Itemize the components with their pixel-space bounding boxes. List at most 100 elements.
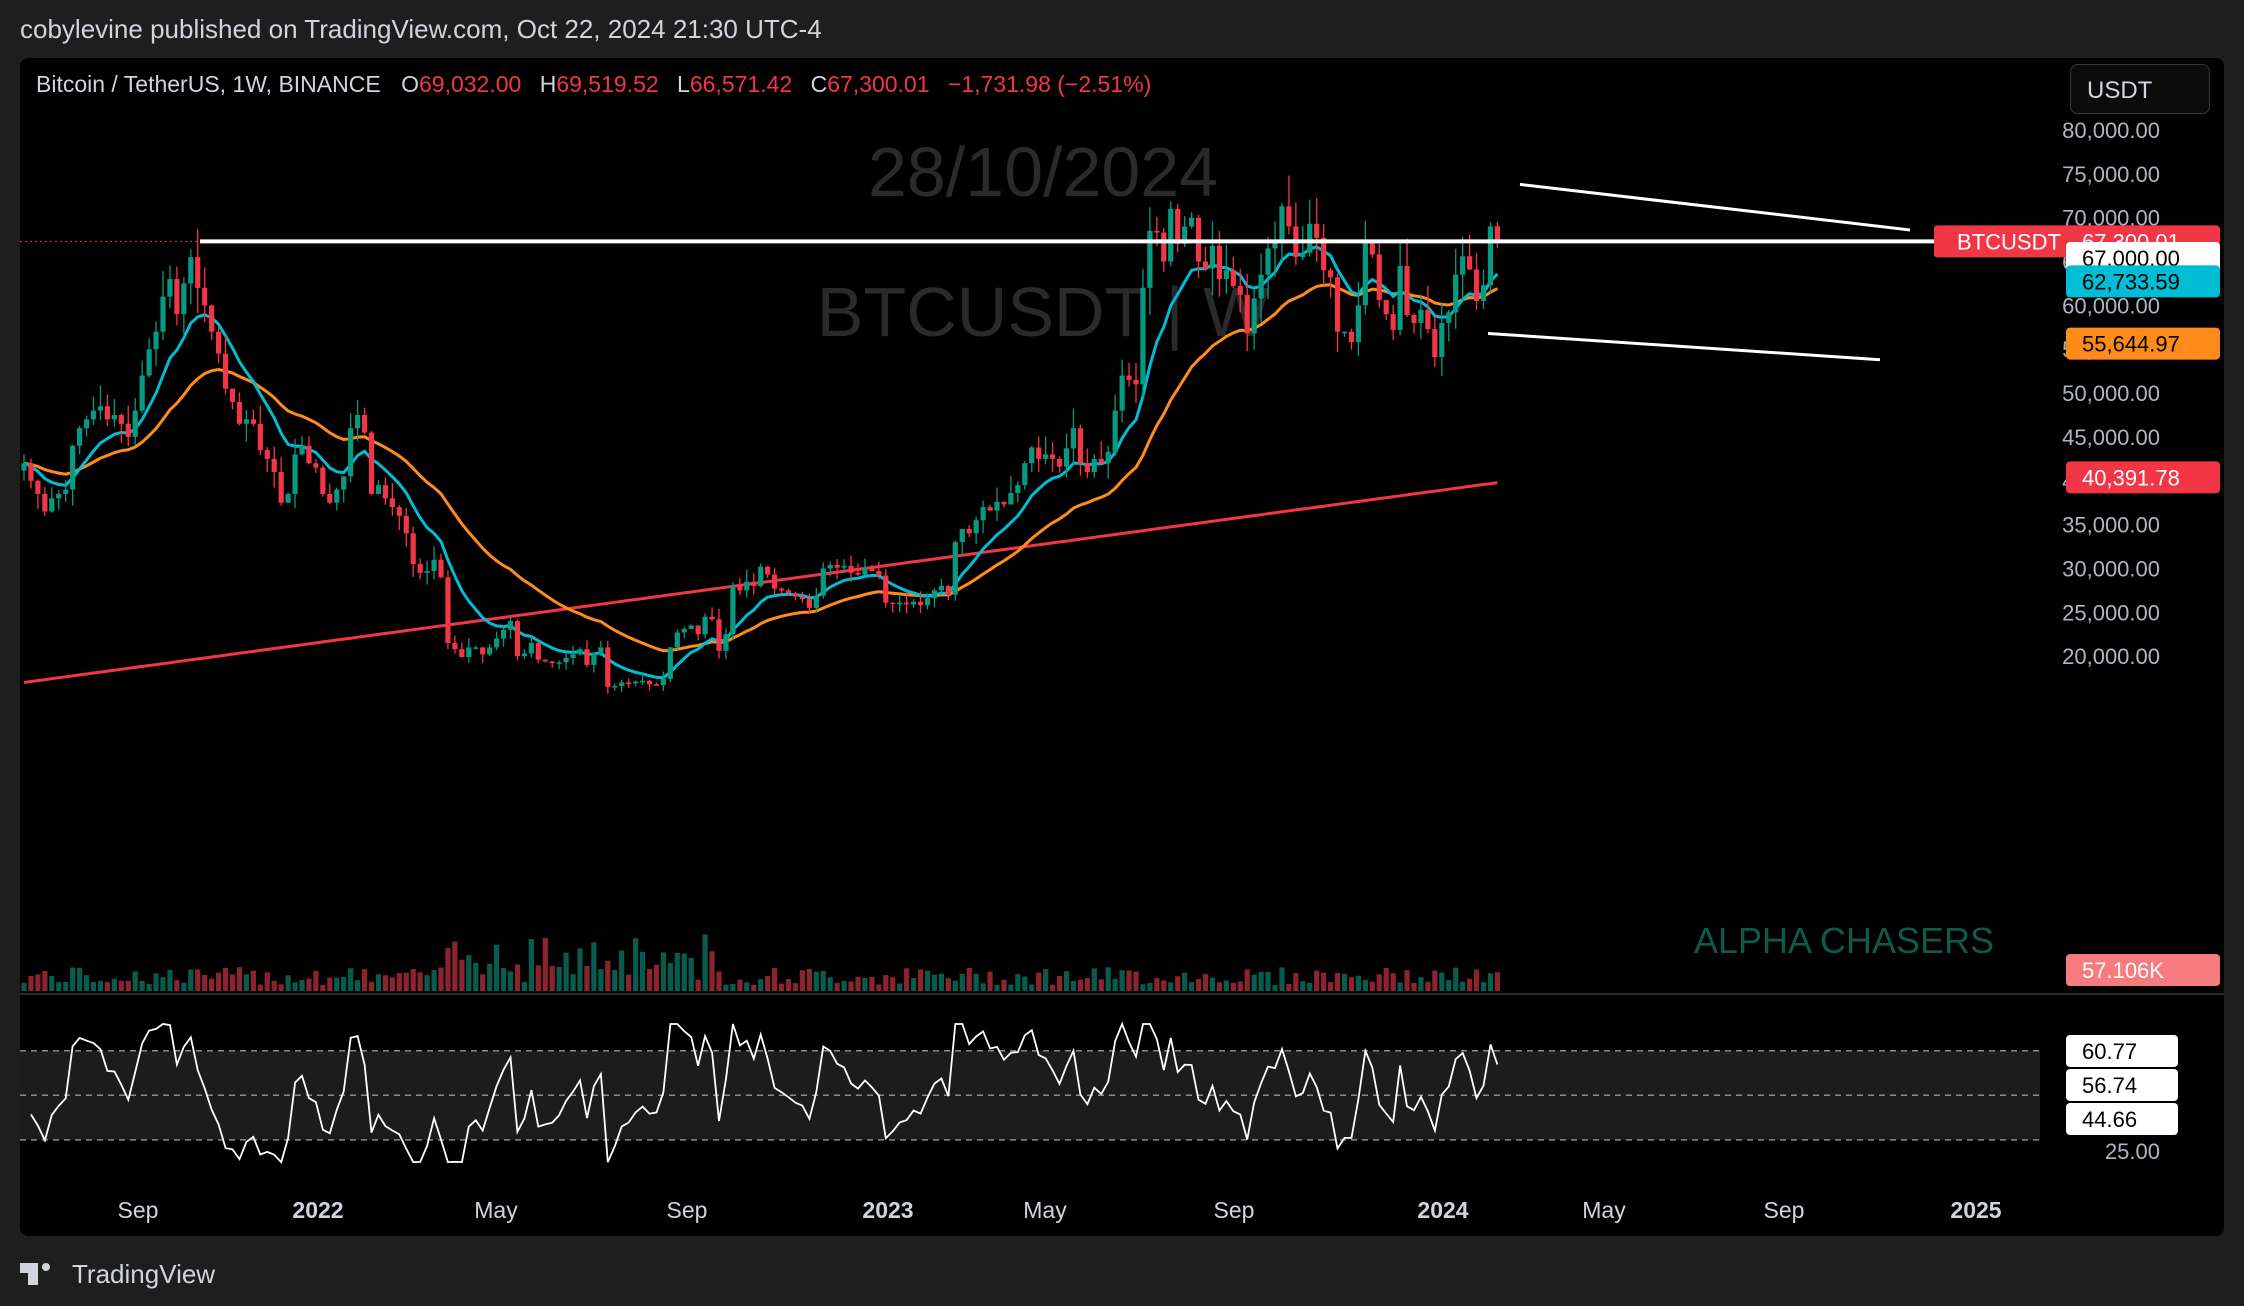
rsi-axis-label: 25.00 <box>2105 1139 2160 1164</box>
volume-bar <box>292 982 298 991</box>
volume-bar <box>35 974 41 991</box>
volume-bar <box>139 980 145 991</box>
rsi-tag <box>2066 1069 2178 1101</box>
volume-bar <box>1070 980 1077 991</box>
currency-button[interactable]: USDT <box>2070 64 2210 114</box>
volume-bar <box>1189 982 1195 991</box>
volume-bar <box>355 980 361 991</box>
legend-c-value: 67,300.01 <box>827 71 929 97</box>
volume-bar <box>813 971 819 991</box>
candle-body <box>1369 243 1375 255</box>
candle-body <box>542 659 548 662</box>
volume-bar <box>459 959 465 991</box>
candle-body <box>709 616 715 620</box>
volume-bar <box>1473 969 1480 991</box>
candle-body <box>375 485 382 494</box>
volume-bar <box>188 969 194 991</box>
volume-bar <box>591 942 597 991</box>
volume-bar <box>1050 984 1056 991</box>
volume-bar <box>945 978 951 991</box>
symbol-tag-label: BTCUSDT <box>1957 229 2061 254</box>
candle-body <box>368 432 375 494</box>
rsi-tag-value: 44.66 <box>2082 1107 2137 1132</box>
candle-body <box>487 647 493 655</box>
volume-bar <box>563 952 569 991</box>
candle-body <box>1098 458 1104 464</box>
volume-bar <box>1376 974 1382 991</box>
candle-body <box>1056 458 1063 467</box>
legend-h-label: H <box>540 71 557 97</box>
candle-body <box>570 654 576 658</box>
candle-body <box>660 678 666 686</box>
price-axis-label: 45,000.00 <box>2062 425 2160 450</box>
volume-bar <box>1418 977 1424 991</box>
candle-body <box>188 257 194 284</box>
candle-body <box>834 564 840 568</box>
candle-body <box>1467 256 1473 270</box>
legend-o-label: O <box>401 71 419 97</box>
time-axis-label: Sep <box>118 1197 159 1223</box>
candle-body <box>723 634 729 651</box>
volume-bar <box>528 939 534 991</box>
candle-body <box>1376 254 1382 301</box>
volume-bar <box>758 979 764 991</box>
watermark-date: 28/10/2024 <box>868 133 1218 211</box>
volume-bar <box>514 964 521 991</box>
candle-body <box>1480 285 1487 301</box>
candle-body <box>56 493 62 499</box>
ema50-line <box>23 283 1499 653</box>
candle-body <box>42 493 48 512</box>
volume-bar <box>1272 984 1278 991</box>
volume-bar <box>236 967 243 991</box>
drawn-lines[interactable] <box>20 182 1934 362</box>
candle-body <box>1321 237 1327 271</box>
volume-bar <box>153 973 159 991</box>
volume-bar <box>1258 972 1264 991</box>
volume-bar <box>1286 983 1292 991</box>
time-axis-label: May <box>1023 1197 1067 1223</box>
candle-body <box>681 628 687 633</box>
candle-body <box>973 520 979 534</box>
volume-bar <box>709 951 715 991</box>
price-axis-label: 20,000.00 <box>2062 644 2160 669</box>
candle-body <box>1244 294 1250 334</box>
volume-bar <box>56 982 62 991</box>
volume-bar <box>202 975 208 991</box>
volume-bar <box>1480 982 1487 991</box>
volume-bar <box>931 974 938 991</box>
volume-bar <box>250 970 256 991</box>
candle-body <box>90 410 97 420</box>
volume-bar <box>904 968 910 991</box>
candle-body <box>146 349 152 376</box>
chart-panel[interactable]: 28/10/2024 BTCUSDT | W ALPHA CHASERS Bit… <box>20 58 2224 1236</box>
volume-bar <box>361 969 368 991</box>
volume-bar <box>278 984 284 991</box>
volume-bar <box>1355 975 1361 991</box>
watermark-ticker: BTCUSDT | W <box>817 273 1269 351</box>
volume-bar <box>257 984 263 991</box>
volume-bar <box>1161 980 1167 991</box>
candle-body <box>1126 375 1132 380</box>
volume-bar <box>396 973 402 991</box>
price-tag <box>2066 265 2220 298</box>
volume-bar <box>1425 981 1431 991</box>
candle-body <box>1175 208 1181 244</box>
candle-body <box>931 590 938 599</box>
volume-bar <box>862 977 868 991</box>
chart-canvas[interactable]: 28/10/2024 BTCUSDT | W ALPHA CHASERS Bit… <box>20 58 2224 1236</box>
candle-body <box>1154 230 1160 233</box>
volume-bar <box>577 948 583 991</box>
volume-bar <box>1314 970 1320 991</box>
candle-body <box>1070 428 1077 449</box>
candle-body <box>639 680 646 683</box>
volume-bar <box>1216 982 1222 991</box>
legend-change: −1,731.98 (−2.51%) <box>948 71 1151 97</box>
volume-bar <box>1279 967 1285 991</box>
publish-header: cobylevine published on TradingView.com,… <box>0 0 2244 56</box>
volume-bar <box>1307 982 1313 991</box>
candle-body <box>21 463 27 471</box>
volume-bar <box>1119 970 1125 991</box>
candle-body <box>751 581 757 586</box>
volume-bar <box>1015 974 1021 991</box>
candle-body <box>820 568 826 596</box>
